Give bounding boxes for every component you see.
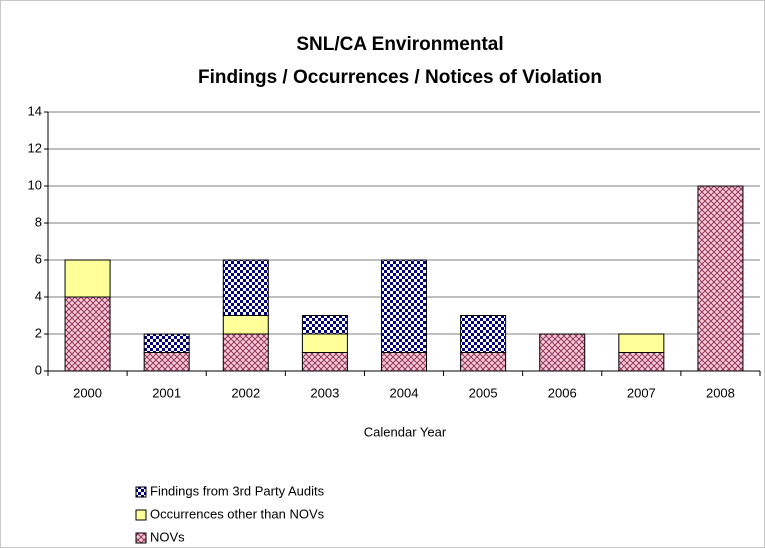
- bar-segment: [64, 296, 111, 372]
- y-tick-label: 12: [28, 140, 42, 155]
- bar-segment: [222, 333, 269, 372]
- y-tick-label: 8: [35, 214, 42, 229]
- legend-label: Occurrences other than NOVs: [150, 506, 325, 521]
- bar-segment: [460, 352, 507, 372]
- bar-segment: [381, 352, 427, 372]
- legend-swatch: [135, 486, 147, 498]
- x-tick-label: 2007: [627, 385, 656, 400]
- bar-segment: [222, 315, 269, 335]
- x-tick-label: 2006: [548, 385, 577, 400]
- x-tick-label: 2002: [231, 385, 260, 400]
- legend-swatch: [135, 532, 147, 544]
- bar-segment: [460, 315, 507, 353]
- bar-segment: [143, 333, 190, 353]
- x-tick-label: 2001: [152, 385, 181, 400]
- x-axis-label: Calendar Year: [364, 424, 447, 439]
- bar-segment: [301, 352, 348, 372]
- bar-segment: [618, 352, 665, 372]
- legend-label: NOVs: [150, 529, 185, 544]
- x-tick-label: 2004: [390, 385, 419, 400]
- y-tick-label: 0: [35, 362, 42, 377]
- bar-segment: [64, 259, 111, 298]
- bar-segment: [697, 185, 744, 372]
- y-tick-label: 10: [28, 177, 42, 192]
- bar-segment: [301, 315, 348, 335]
- chart-subtitle: Findings / Occurrences / Notices of Viol…: [198, 67, 602, 88]
- x-tick-label: 2008: [706, 385, 735, 400]
- bar-segment: [222, 259, 269, 316]
- bar-segment: [618, 333, 665, 353]
- bar-segment: [301, 333, 348, 353]
- legend-swatch: [135, 509, 147, 521]
- x-tick-label: 2005: [469, 385, 498, 400]
- bar-segment: [143, 352, 190, 372]
- y-tick-label: 2: [35, 325, 42, 340]
- x-tick-label: 2003: [310, 385, 339, 400]
- bar-segment: [539, 333, 586, 372]
- legend-label: Findings from 3rd Party Audits: [150, 483, 325, 498]
- y-tick-label: 6: [35, 251, 42, 266]
- chart-title: SNL/CA Environmental: [296, 34, 503, 55]
- x-tick-label: 2000: [73, 385, 102, 400]
- bar-segment: [381, 259, 427, 353]
- y-tick-label: 4: [35, 288, 42, 303]
- y-tick-label: 14: [28, 103, 42, 118]
